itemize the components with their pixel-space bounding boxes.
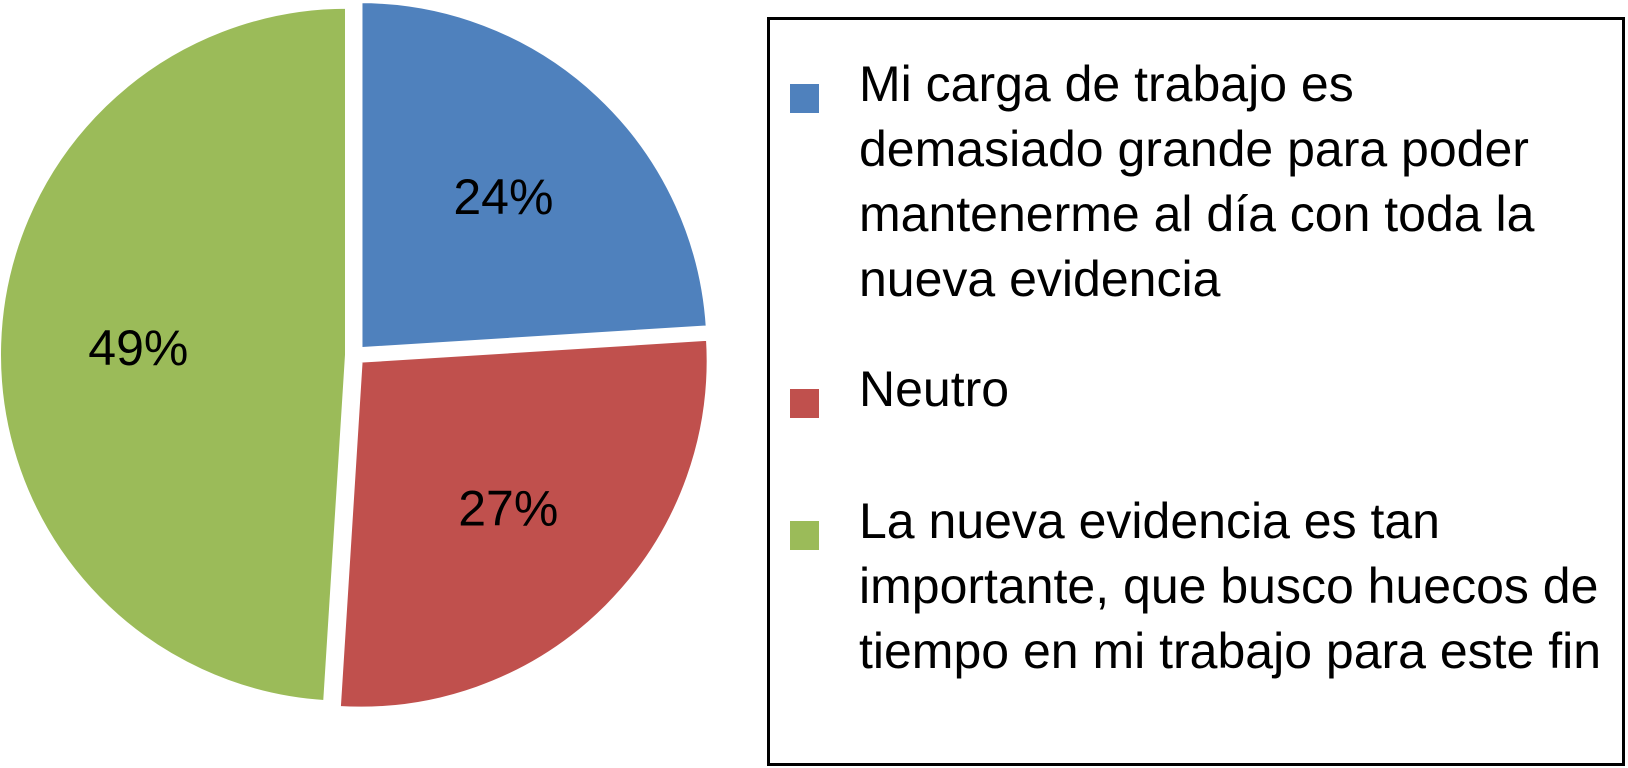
pie-chart-svg: 24% 27% 49% xyxy=(0,0,711,711)
legend-swatch xyxy=(790,521,819,550)
legend-swatch xyxy=(790,84,819,113)
slice-data-label: 24% xyxy=(453,169,553,225)
legend-entry: Mi carga de trabajo es demasiado grande … xyxy=(790,40,1610,312)
pie-slice xyxy=(0,4,350,705)
legend-label: Mi carga de trabajo es demasiado grande … xyxy=(859,56,1535,307)
legend-label: Neutro xyxy=(859,361,1010,417)
legend: Mi carga de trabajo es demasiado grande … xyxy=(767,17,1625,766)
legend-entry: La nueva evidencia es tan importante, qu… xyxy=(790,477,1610,684)
pie-chart: 24% 27% 49% xyxy=(0,0,740,768)
legend-label: La nueva evidencia es tan importante, qu… xyxy=(859,493,1602,679)
pie-slice xyxy=(336,336,711,711)
pie-slice xyxy=(358,0,710,352)
slice-data-label: 27% xyxy=(458,480,558,536)
legend-entry: Neutro xyxy=(790,345,1610,422)
legend-swatch xyxy=(790,389,819,418)
slice-data-label: 49% xyxy=(88,320,188,376)
